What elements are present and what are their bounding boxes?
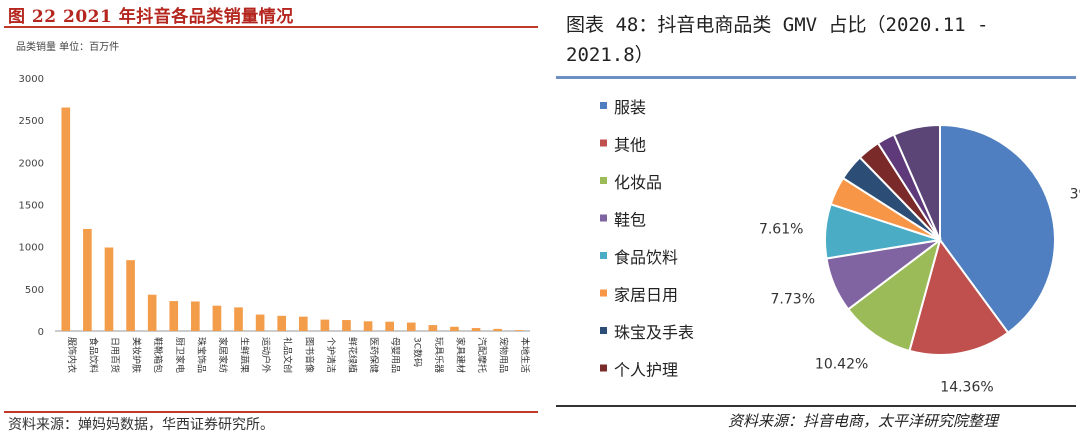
right-panel: 图表 48：抖音电商品类 GMV 占比（2020.11 - 2021.8） 39… xyxy=(548,0,1080,438)
pie-value-label: 7.73% xyxy=(771,292,815,308)
x-tick-label: 图书音像 xyxy=(303,337,315,373)
bar xyxy=(147,294,157,331)
bar xyxy=(255,314,265,331)
bar xyxy=(450,326,459,331)
legend-label: 珠宝及手表 xyxy=(614,323,694,342)
pie-slice xyxy=(939,123,1056,335)
bar xyxy=(83,228,92,331)
legend-label: 化妆品 xyxy=(614,173,662,192)
x-tick-label: 日用百货 xyxy=(109,337,121,373)
bar xyxy=(493,328,502,331)
bar xyxy=(342,320,351,331)
y-tick-label: 1000 xyxy=(19,243,44,254)
y-tick-label: 500 xyxy=(25,285,44,296)
legend-swatch xyxy=(600,252,607,259)
legend-label: 食品饮料 xyxy=(614,248,678,267)
x-tick-label: 美妆护肤 xyxy=(131,337,143,373)
bar xyxy=(363,321,373,331)
legend-label: 服装 xyxy=(614,98,646,117)
x-tick-label: 食品饮料 xyxy=(87,337,99,373)
bar xyxy=(428,325,438,331)
y-tick-label: 3000 xyxy=(19,74,44,85)
x-tick-label: 运动户外 xyxy=(260,337,272,373)
left-source-rule xyxy=(4,411,538,413)
pie-value-label: 14.36% xyxy=(940,380,993,396)
legend-swatch xyxy=(600,214,607,222)
y-tick-label: 2500 xyxy=(19,116,44,127)
pie-value-label: 39.92% xyxy=(1070,187,1080,203)
bar-chart: 0 500 1000 1500 2000 2500 3000 服饰内衣 食品饮料 日用百货 美妆护肤… xyxy=(19,74,532,373)
right-source-rule xyxy=(556,405,1076,407)
legend-label: 个人护理 xyxy=(614,361,678,380)
pie-slice xyxy=(908,237,1010,356)
y-tick-label: 1500 xyxy=(19,201,44,212)
x-tick-label: 医药保健 xyxy=(368,337,380,373)
x-tick-label: 母婴用品 xyxy=(390,337,401,373)
legend-swatch xyxy=(600,102,607,109)
x-tick-label: 本地生活 xyxy=(519,337,531,373)
legend-label: 家居日用 xyxy=(614,286,678,305)
left-source-note: 资料来源：婵妈妈数据，华西证券研究所。 xyxy=(8,417,274,433)
x-tick-label: 礼品文创 xyxy=(282,337,294,373)
legend-label: 鞋包 xyxy=(614,211,646,230)
bar xyxy=(104,247,114,331)
y-tick-label: 2000 xyxy=(19,158,44,169)
bar xyxy=(126,260,135,331)
legend-swatch xyxy=(600,139,607,147)
x-tick-label: 个护清洁 xyxy=(325,337,337,373)
x-tick-label: 生鲜蔬果 xyxy=(239,337,251,373)
x-tick-label: 汽配摩托 xyxy=(476,337,488,373)
left-unit-label: 品类销量 单位：百万件 xyxy=(16,42,120,53)
pie-chart: 39.92% 14.36% 10.42% 7.73% 7.61% 服装其他化妆品鞋包食品饮… xyxy=(600,98,1080,396)
legend-swatch xyxy=(600,177,607,184)
bar xyxy=(61,107,71,332)
right-chart-title: 图表 48：抖音电商品类 GMV 占比（2020.11 - 2021.8） xyxy=(566,14,989,66)
x-tick-label: 宠物用品 xyxy=(498,337,510,373)
x-tick-label: 鲜花绿植 xyxy=(346,337,358,373)
x-tick-label: 家具建材 xyxy=(454,337,466,373)
x-tick-label: 玩具乐器 xyxy=(433,337,445,373)
pie-slice xyxy=(846,237,942,353)
bar xyxy=(298,316,308,331)
x-tick-label: 厨卫家电 xyxy=(174,337,186,373)
bar xyxy=(169,301,179,331)
legend-swatch xyxy=(600,364,607,372)
pie-slice xyxy=(892,123,941,241)
right-source-note: 资料来源：抖音电商，太平洋研究院整理 xyxy=(728,412,999,430)
x-tick-label: 家居家纺 xyxy=(217,337,229,373)
y-tick-label: 0 xyxy=(38,327,44,338)
legend-swatch xyxy=(600,289,607,297)
x-tick-label: 鞋靴箱包 xyxy=(152,337,164,373)
left-panel: 图 22 2021 年抖音各品类销量情况 品类销量 单位：百万件 0 500 100… xyxy=(4,7,538,433)
bar xyxy=(191,301,200,331)
left-chart-title: 图 22 2021 年抖音各品类销量情况 xyxy=(8,7,294,27)
legend-label: 其他 xyxy=(614,136,646,155)
pie-value-label: 7.61% xyxy=(759,221,803,237)
left-title-rule xyxy=(4,26,538,28)
bar xyxy=(385,321,394,331)
x-tick-label: 服饰内衣 xyxy=(66,337,78,373)
bar xyxy=(234,307,243,331)
x-tick-label: 3C数码 xyxy=(411,337,423,367)
legend-swatch xyxy=(600,327,607,334)
bar xyxy=(471,328,481,331)
bar xyxy=(320,319,330,331)
x-tick-label: 珠宝饰品 xyxy=(195,337,207,373)
pie-value-label: 10.42% xyxy=(815,356,868,372)
right-title-rule xyxy=(556,76,1076,79)
bar xyxy=(212,305,222,331)
bar xyxy=(277,315,287,331)
bar xyxy=(514,330,524,331)
bar xyxy=(406,322,416,331)
